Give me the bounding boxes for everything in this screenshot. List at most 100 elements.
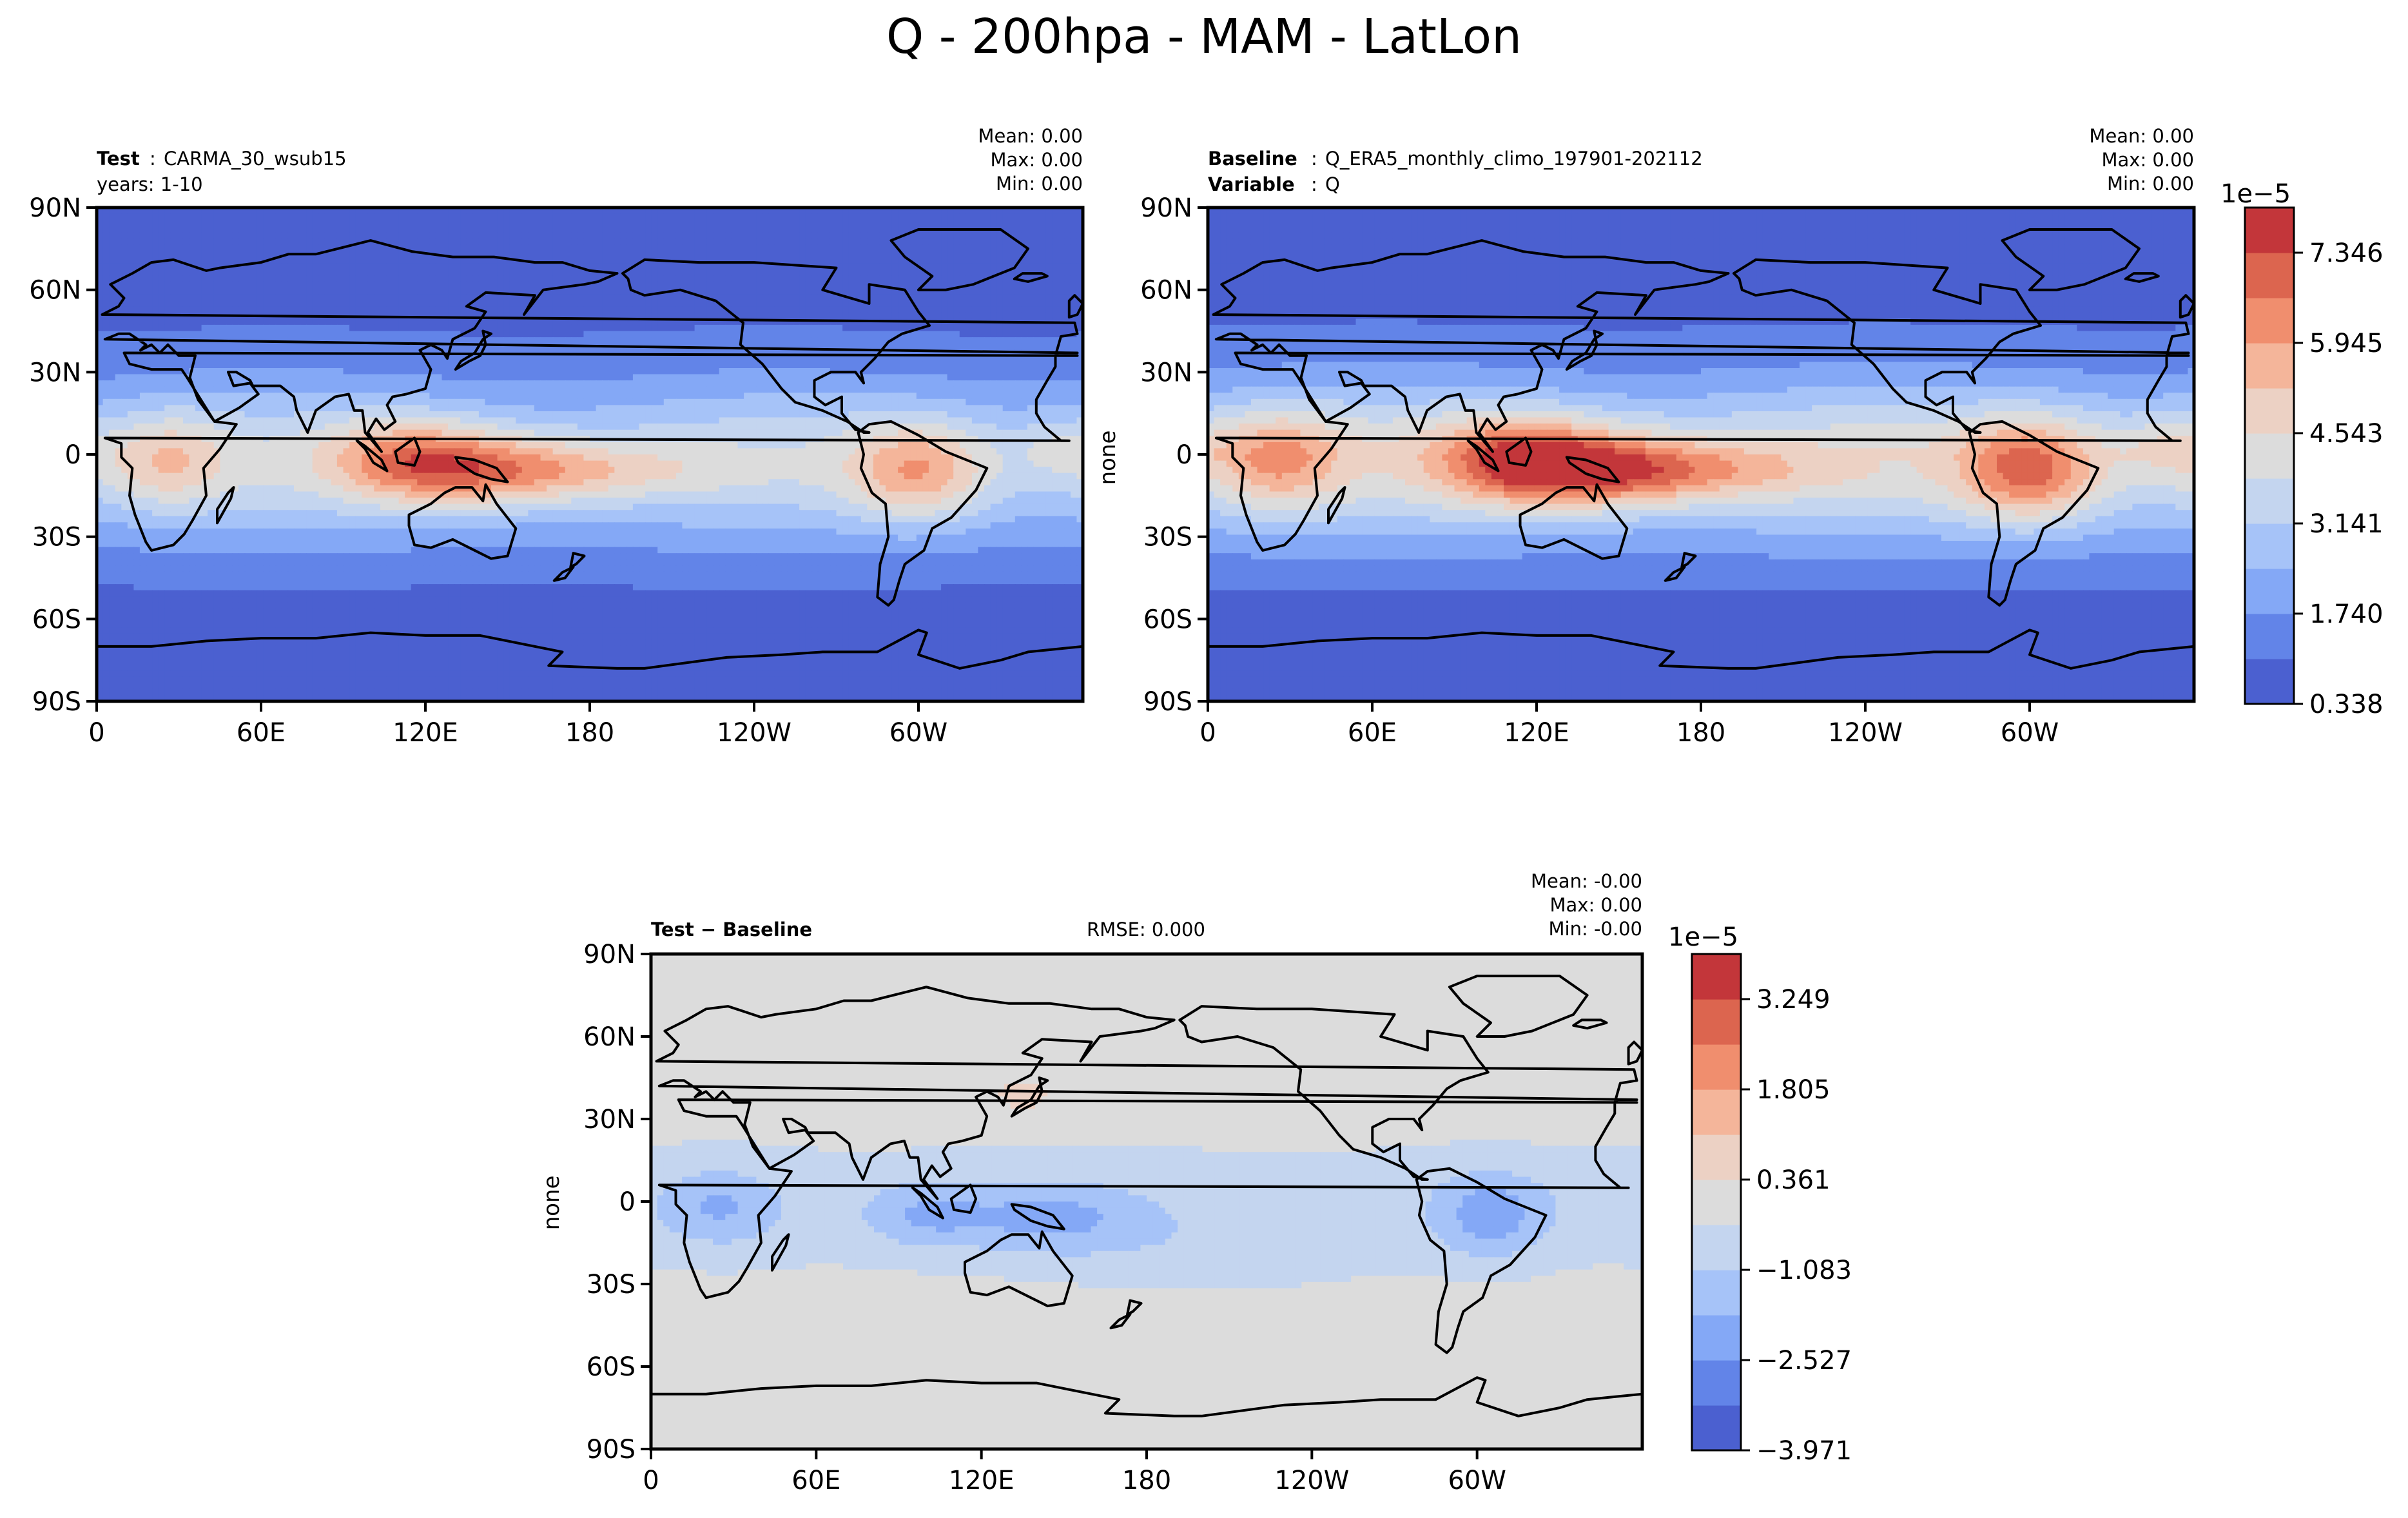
field-cell xyxy=(466,208,474,215)
field-cell xyxy=(386,355,393,363)
field-cell xyxy=(146,275,153,282)
field-cell xyxy=(688,220,695,227)
field-cell xyxy=(805,393,813,400)
field-cell xyxy=(158,287,165,295)
field-cell xyxy=(448,257,455,264)
field-cell xyxy=(953,275,960,282)
field-cell xyxy=(442,251,449,258)
field-cell xyxy=(910,306,917,313)
field-cell xyxy=(201,398,208,406)
field-cell xyxy=(152,208,159,215)
field-cell xyxy=(602,386,609,394)
field-cell xyxy=(793,324,800,332)
field-cell xyxy=(731,287,739,295)
field-cell xyxy=(620,362,628,369)
field-cell xyxy=(657,355,665,363)
field-cell xyxy=(694,331,701,338)
field-cell xyxy=(251,269,258,277)
field-cell xyxy=(195,324,202,332)
field-cell xyxy=(848,386,855,394)
field-cell xyxy=(694,294,701,301)
field-cell xyxy=(571,349,578,356)
field-cell xyxy=(164,251,171,258)
field-cell xyxy=(756,213,763,220)
field-cell xyxy=(226,331,233,338)
field-cell xyxy=(300,263,307,270)
field-cell xyxy=(904,244,911,251)
field-cell xyxy=(891,380,898,387)
field-cell xyxy=(959,208,967,215)
field-cell xyxy=(608,232,616,239)
field-cell xyxy=(423,312,431,320)
field-cell xyxy=(645,263,652,270)
field-cell xyxy=(620,220,628,227)
field-cell xyxy=(694,281,701,289)
field-cell xyxy=(873,294,880,301)
field-cell xyxy=(220,244,227,251)
field-cell xyxy=(904,251,911,258)
field-cell xyxy=(559,362,566,369)
field-cell xyxy=(454,244,461,251)
field-cell xyxy=(922,362,929,369)
field-cell xyxy=(805,368,813,375)
field-cell xyxy=(362,368,369,375)
field-cell xyxy=(910,380,917,387)
field-cell xyxy=(152,232,159,239)
field-cell xyxy=(540,337,547,344)
field-cell xyxy=(768,349,775,356)
field-cell xyxy=(1033,324,1040,332)
field-cell xyxy=(448,355,455,363)
field-cell xyxy=(811,337,819,344)
field-cell xyxy=(737,275,744,282)
field-cell xyxy=(336,226,344,233)
field-cell xyxy=(805,287,813,295)
field-cell xyxy=(651,238,658,246)
field-cell xyxy=(540,374,547,381)
field-cell xyxy=(423,294,431,301)
field-cell xyxy=(1070,208,1078,215)
field-cell xyxy=(910,355,917,363)
field-cell xyxy=(836,275,843,282)
field-cell xyxy=(1076,287,1083,295)
field-cell xyxy=(657,213,665,220)
field-cell xyxy=(762,213,770,220)
field-cell xyxy=(232,226,239,233)
field-cell xyxy=(966,380,973,387)
field-cell xyxy=(263,287,270,295)
field-cell xyxy=(398,368,405,375)
field-cell xyxy=(744,263,751,270)
field-cell xyxy=(491,208,498,215)
field-cell xyxy=(220,318,227,326)
field-cell xyxy=(251,244,258,251)
field-cell xyxy=(941,232,948,239)
field-cell xyxy=(102,393,110,400)
field-cell xyxy=(836,324,843,332)
field-cell xyxy=(362,343,369,350)
field-cell xyxy=(632,306,640,313)
field-cell xyxy=(978,251,985,258)
field-cell xyxy=(349,386,356,394)
field-cell xyxy=(189,238,196,246)
field-cell xyxy=(139,380,147,387)
field-cell xyxy=(1015,368,1022,375)
field-cell xyxy=(670,300,677,307)
field-cell xyxy=(380,281,387,289)
field-cell xyxy=(996,257,1004,264)
field-cell xyxy=(626,220,634,227)
field-cell xyxy=(577,355,585,363)
field-cell xyxy=(990,337,997,344)
field-cell xyxy=(146,213,153,220)
field-cell xyxy=(547,355,554,363)
field-cell xyxy=(540,324,547,332)
field-cell xyxy=(547,220,554,227)
field-cell xyxy=(115,238,122,246)
field-cell xyxy=(516,281,523,289)
field-cell xyxy=(503,281,510,289)
field-cell xyxy=(590,386,597,394)
field-cell xyxy=(577,269,585,277)
field-cell xyxy=(663,337,671,344)
field-cell xyxy=(1027,393,1034,400)
field-cell xyxy=(602,300,609,307)
field-cell xyxy=(959,343,967,350)
field-cell xyxy=(799,312,806,320)
